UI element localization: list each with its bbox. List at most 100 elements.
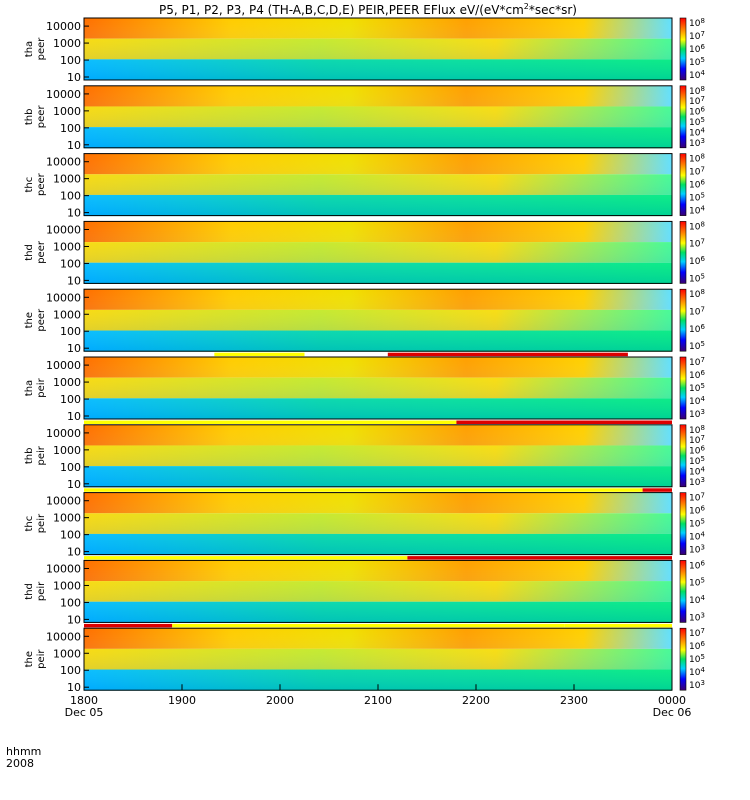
colorbar-label: 107 bbox=[689, 306, 705, 318]
colorbar-label: 105 bbox=[689, 272, 705, 284]
y-tick-label: 10 bbox=[67, 71, 81, 84]
colorbar-label: 107 bbox=[689, 434, 705, 446]
flag-bar bbox=[387, 352, 628, 357]
y-tick-label: 100 bbox=[60, 393, 81, 406]
colorbar bbox=[679, 356, 687, 420]
colorbar-label: 108 bbox=[689, 288, 705, 300]
flag-bar bbox=[214, 352, 305, 357]
colorbar-label: 106 bbox=[689, 505, 705, 517]
y-tick-label: 100 bbox=[60, 325, 81, 338]
y-tick-label: 10000 bbox=[46, 427, 81, 440]
colorbar-label: 103 bbox=[689, 679, 705, 691]
y-tick-label: 1000 bbox=[53, 173, 81, 186]
panel-frame bbox=[83, 288, 673, 352]
flag-bar bbox=[84, 556, 408, 560]
x-tick-label: 0000 bbox=[658, 694, 686, 707]
colorbar-label: 105 bbox=[689, 577, 705, 589]
colorbar-label: 104 bbox=[689, 126, 705, 138]
y-tick-label: 10000 bbox=[46, 630, 81, 643]
flag-bar bbox=[84, 488, 643, 492]
chart-title: P5, P1, P2, P3, P4 (TH-A,B,C,D,E) PEIR,P… bbox=[159, 2, 577, 17]
spectrogram-shade bbox=[84, 492, 672, 555]
x-axis: 1800 1900 2000 2100 2200 2300 0000 Dec 05 Dec 06 bbox=[65, 684, 691, 719]
spectrogram-shade bbox=[84, 221, 672, 284]
y-tick-label: 10000 bbox=[46, 224, 81, 237]
panel-thd-peir: 10 100 1000 10000 thd peir 106 105 104 103 bbox=[24, 559, 705, 628]
panel-the-peer: 10 100 1000 10000 the peer 108 107 106 105 bbox=[24, 288, 705, 357]
colorbar-label: 107 bbox=[689, 166, 705, 178]
y-tick-label: 100 bbox=[60, 596, 81, 609]
spectrogram-shade bbox=[84, 85, 672, 148]
y-tick-label: 10 bbox=[67, 410, 81, 423]
colorbar bbox=[679, 560, 687, 623]
y-tick-label: 10000 bbox=[46, 359, 81, 372]
flag-bar bbox=[407, 556, 672, 560]
y-tick-label: 100 bbox=[60, 257, 81, 270]
colorbar-label: 106 bbox=[689, 559, 705, 571]
colorbar-label: 106 bbox=[689, 43, 705, 55]
panel-probe-label: thb bbox=[24, 447, 35, 464]
spectrogram-shade bbox=[84, 289, 672, 352]
y-tick-label: 10000 bbox=[46, 156, 81, 169]
colorbar bbox=[679, 221, 687, 284]
y-tick-label: 10000 bbox=[46, 563, 81, 576]
flag-bar bbox=[564, 623, 672, 628]
panel-species-label: peer bbox=[36, 105, 47, 129]
y-tick-label: 1000 bbox=[53, 376, 81, 389]
colorbar-label: 105 bbox=[689, 340, 705, 352]
panel-probe-label: tha bbox=[24, 380, 35, 396]
colorbar-label: 106 bbox=[689, 369, 705, 381]
panel-probe-label: the bbox=[24, 312, 35, 328]
colorbar-label: 107 bbox=[689, 238, 705, 250]
colorbar bbox=[679, 85, 687, 149]
colorbar-label: 105 bbox=[689, 56, 705, 68]
colorbar-label: 103 bbox=[689, 611, 705, 623]
colorbar-label: 105 bbox=[689, 192, 705, 204]
colorbar-label: 106 bbox=[689, 179, 705, 191]
x-row-label: hhmm bbox=[6, 745, 41, 758]
colorbar bbox=[679, 153, 687, 216]
y-tick-label: 10 bbox=[67, 546, 81, 559]
y-tick-label: 1000 bbox=[53, 105, 81, 118]
colorbar-label: 105 bbox=[689, 518, 705, 530]
colorbar-label: 107 bbox=[689, 30, 705, 42]
flag-bar bbox=[172, 623, 565, 628]
colorbar-label: 105 bbox=[689, 653, 705, 665]
y-tick-label: 10 bbox=[67, 207, 81, 220]
colorbar-label: 103 bbox=[689, 476, 705, 488]
panel-frame bbox=[83, 220, 673, 284]
colorbar-label: 103 bbox=[689, 408, 705, 420]
panel-thd-peer: 10 100 1000 10000 thd peer 108 107 106 105 bbox=[24, 220, 705, 287]
colorbar-label: 106 bbox=[689, 255, 705, 267]
panel-species-label: peir bbox=[36, 445, 47, 465]
panel-probe-label: thd bbox=[24, 583, 35, 600]
colorbar-label: 106 bbox=[689, 323, 705, 335]
y-tick-label: 10000 bbox=[46, 495, 81, 508]
spectrogram-shade bbox=[84, 357, 672, 419]
flag-bar bbox=[642, 488, 672, 492]
x-tick-label: 2200 bbox=[462, 694, 490, 707]
colorbar-label: 104 bbox=[689, 531, 705, 543]
panel-species-label: peer bbox=[36, 308, 47, 332]
colorbar-label: 107 bbox=[689, 492, 705, 504]
spectrogram-shade bbox=[84, 424, 672, 487]
y-tick-label: 10 bbox=[67, 274, 81, 287]
x-tick-label: 2100 bbox=[364, 694, 392, 707]
colorbar-label: 108 bbox=[689, 424, 705, 436]
panel-frame bbox=[83, 85, 673, 149]
y-tick-label: 100 bbox=[60, 190, 81, 203]
colorbar-label: 108 bbox=[689, 153, 705, 165]
panel-probe-label: the bbox=[24, 651, 35, 667]
panel-species-label: peir bbox=[36, 377, 47, 397]
y-tick-label: 1000 bbox=[53, 240, 81, 253]
y-tick-label: 1000 bbox=[53, 579, 81, 592]
panel-species-label: peer bbox=[36, 37, 47, 61]
colorbar-label: 107 bbox=[689, 356, 705, 368]
y-tick-label: 1000 bbox=[53, 647, 81, 660]
spectrogram-shade bbox=[84, 153, 672, 216]
colorbar-label: 103 bbox=[689, 137, 705, 149]
colorbar-label: 108 bbox=[689, 85, 705, 97]
y-tick-label: 1000 bbox=[53, 444, 81, 457]
